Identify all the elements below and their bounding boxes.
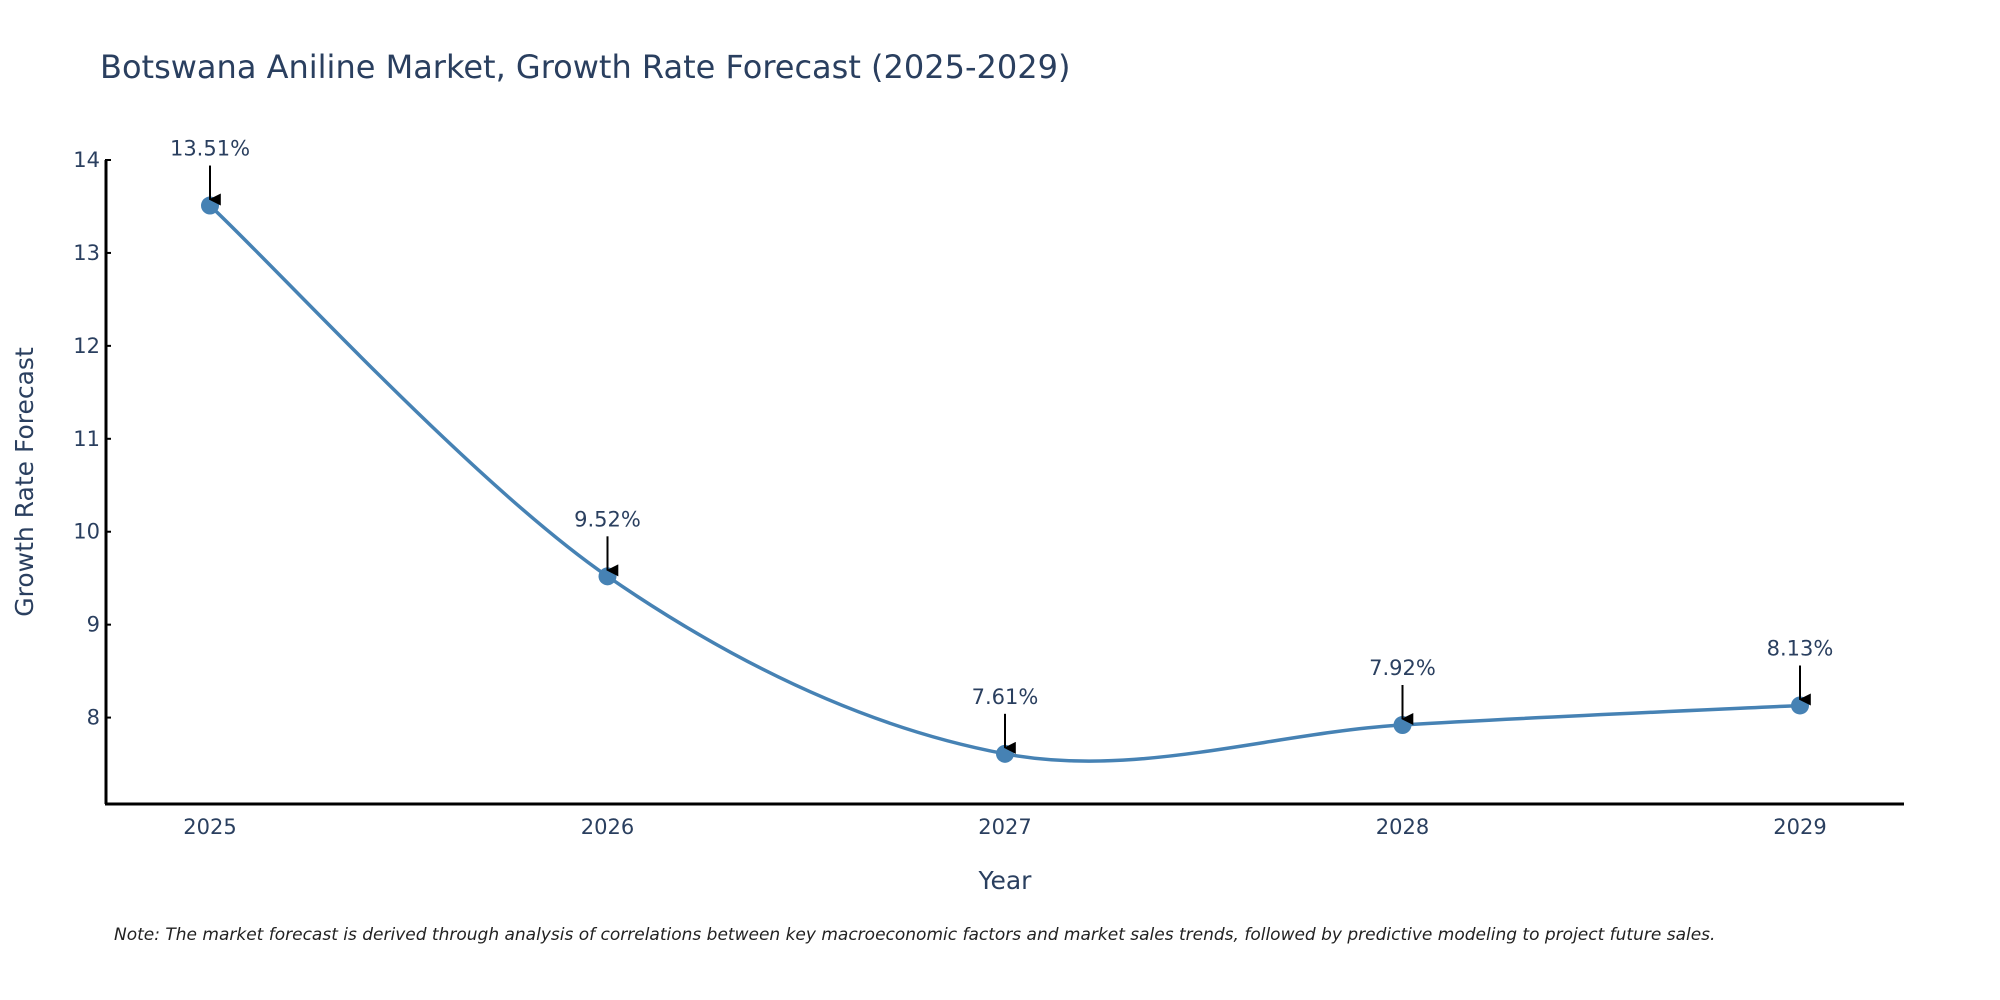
x-ticks: 2025 2026 2027 2028 2029 (183, 815, 1826, 839)
y-tick-label: 13 (73, 241, 100, 265)
data-label: 9.52% (574, 507, 641, 531)
x-tick-label: 2025 (183, 815, 236, 839)
data-label: 13.51% (170, 137, 250, 161)
y-ticks: 8 9 10 11 12 13 14 (73, 148, 111, 730)
footnote: Note: The market forecast is derived thr… (114, 925, 1715, 945)
y-tick-label: 8 (87, 706, 100, 730)
data-labels: 13.51% 9.52% 7.61% 7.92% 8.13% (170, 137, 1834, 754)
series-line (208, 203, 1802, 763)
y-tick-label: 14 (73, 148, 100, 172)
x-tick-label: 2029 (1773, 815, 1826, 839)
y-tick-label: 9 (87, 613, 100, 637)
y-tick-label: 11 (73, 427, 100, 451)
y-tick-label: 12 (73, 334, 100, 358)
x-tick-label: 2026 (581, 815, 634, 839)
y-axis-title: Growth Rate Forecast (10, 347, 39, 617)
x-tick-label: 2028 (1376, 815, 1429, 839)
y-tick-label: 10 (73, 520, 100, 544)
data-points (201, 196, 1809, 763)
data-label: 7.92% (1369, 656, 1436, 680)
data-label: 8.13% (1767, 636, 1834, 660)
x-tick-label: 2027 (978, 815, 1031, 839)
chart-title: Botswana Aniline Market, Growth Rate For… (100, 48, 1070, 86)
data-label: 7.61% (972, 685, 1039, 709)
axes (104, 160, 1904, 806)
x-axis-title: Year (978, 866, 1033, 895)
